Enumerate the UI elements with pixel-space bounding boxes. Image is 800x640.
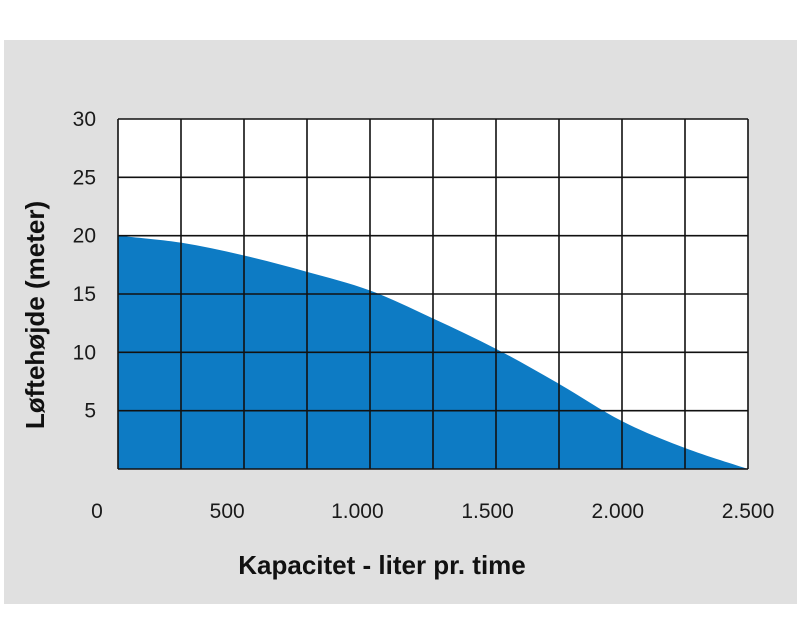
y-tick-label: 5 — [84, 400, 96, 423]
y-axis-title: Løftehøjde (meter) — [20, 201, 50, 429]
y-tick-label: 15 — [73, 283, 96, 306]
grid-lines — [117, 118, 749, 470]
x-tick-label: 1.500 — [461, 500, 514, 523]
y-tick-labels: 5 10 15 20 25 30 — [73, 108, 96, 423]
y-tick-label: 30 — [73, 108, 96, 131]
x-tick-label: 0 — [91, 500, 103, 523]
x-tick-labels: 0 500 1.000 1.500 2.000 2.500 — [91, 500, 774, 523]
y-tick-label: 25 — [73, 166, 96, 189]
x-tick-label: 2.000 — [592, 500, 645, 523]
y-tick-label: 10 — [73, 341, 96, 364]
x-tick-label: 500 — [210, 500, 245, 523]
y-tick-label: 20 — [73, 225, 96, 248]
x-tick-label: 2.500 — [722, 500, 775, 523]
x-axis-title: Kapacitet - liter pr. time — [238, 550, 526, 580]
x-tick-label: 1.000 — [331, 500, 384, 523]
